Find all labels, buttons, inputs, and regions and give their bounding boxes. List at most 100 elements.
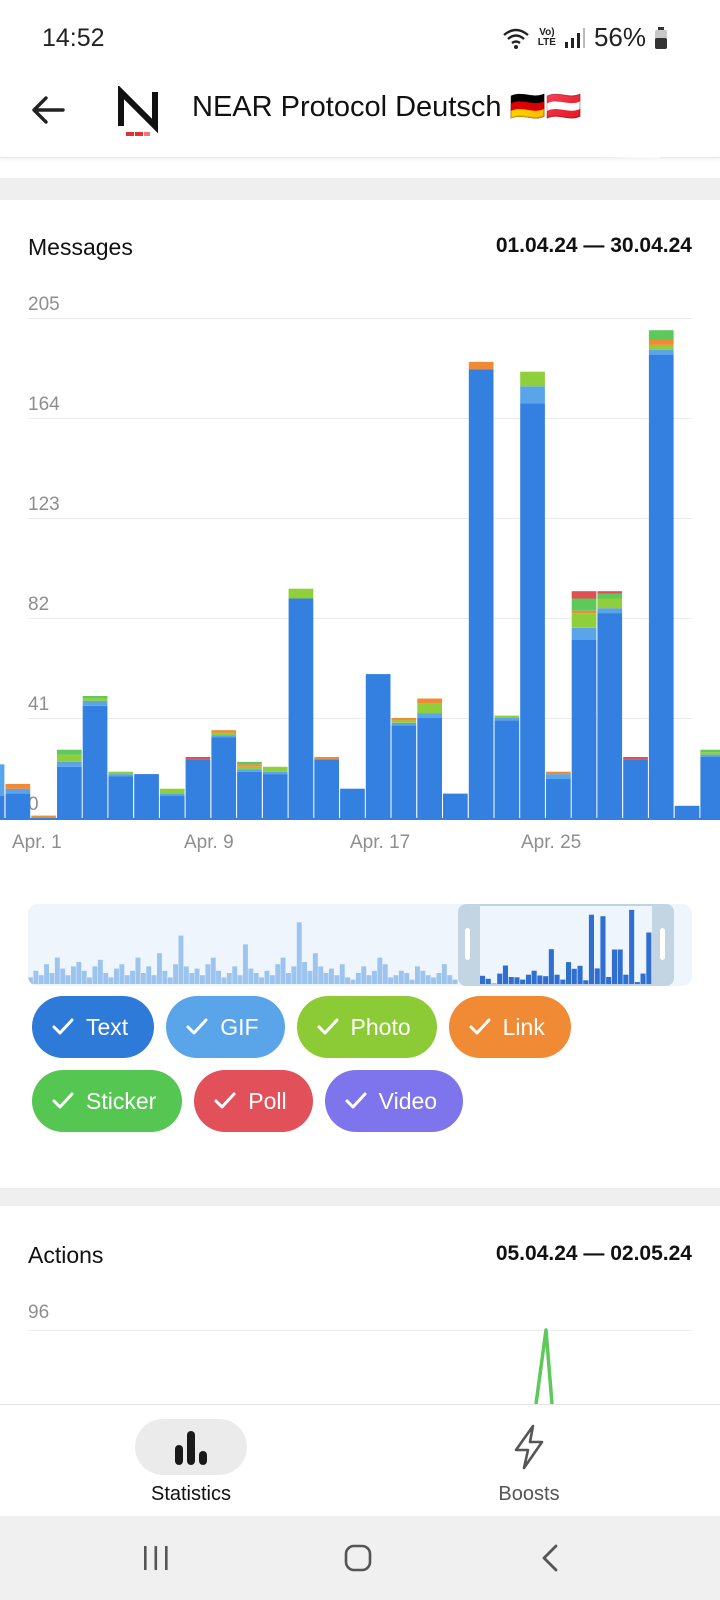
range-handle-left[interactable] <box>465 928 470 960</box>
mini-bar <box>248 968 254 984</box>
bar-gif-21 <box>494 718 520 721</box>
bar-poll-9 <box>185 757 211 760</box>
actions-chart[interactable] <box>0 1324 720 1404</box>
x-tick-label: Apr. 17 <box>350 832 411 853</box>
filter-chip-photo[interactable]: Photo <box>296 996 437 1058</box>
volte-bottom-text: LTE <box>537 36 556 48</box>
y-tick-label: 205 <box>28 294 60 315</box>
bar-photo-27 <box>648 344 674 350</box>
filter-chip-gif[interactable]: GIF <box>166 996 285 1058</box>
messages-date-range[interactable]: 01.04.24 — 30.04.24 <box>495 234 692 257</box>
bar-text-26 <box>623 759 648 818</box>
bar-poll-26 <box>623 757 648 760</box>
mini-bar <box>226 973 232 984</box>
mini-bar-selected <box>525 974 531 984</box>
bar-text-13 <box>288 598 314 818</box>
mini-bar-selected <box>480 975 486 984</box>
filter-chip-text[interactable]: Text <box>32 996 155 1058</box>
actions-date-range[interactable]: 05.04.24 — 02.05.24 <box>495 1242 692 1265</box>
bar-gif-25 <box>597 608 623 614</box>
mini-bar <box>162 970 168 984</box>
bar-photo-12 <box>262 766 288 772</box>
mini-bar-selected <box>571 968 577 984</box>
bar-poll-25 <box>597 591 623 594</box>
battery-icon <box>655 26 667 49</box>
mini-bar <box>232 966 238 984</box>
channel-avatar[interactable] <box>116 84 160 138</box>
mini-bar <box>264 970 270 984</box>
mini-bar <box>253 973 259 984</box>
chart-range-selector[interactable] <box>28 904 692 986</box>
mini-bar <box>415 966 420 984</box>
filter-chip-label: Poll <box>248 1087 287 1114</box>
lightning-icon <box>514 1424 544 1470</box>
bar-text-15 <box>340 788 365 818</box>
mini-bar <box>44 964 49 984</box>
bar-photo-8 <box>159 788 185 794</box>
mini-bar <box>92 966 98 984</box>
mini-bar <box>361 966 367 984</box>
series-filters: Text GIF Photo Link Sticker Poll Video <box>32 996 692 1132</box>
range-window[interactable] <box>458 904 674 986</box>
bar-link-2 <box>5 783 31 789</box>
bar-gif-5 <box>82 700 108 706</box>
bar-sticker-11 <box>237 761 262 765</box>
grid-line <box>28 518 692 519</box>
filter-chip-video[interactable]: Video <box>324 1070 464 1132</box>
mini-bar <box>65 975 71 984</box>
bar-photo-24 <box>571 613 597 628</box>
bar-text-14 <box>314 759 339 818</box>
status-time: 14:52 <box>42 24 105 52</box>
mini-bar-selected <box>537 975 543 984</box>
bar-text-27 <box>648 354 674 818</box>
bar-text-8 <box>159 796 185 818</box>
mini-bar <box>38 975 44 984</box>
nav-boosts-pill <box>473 1419 585 1475</box>
mini-bar <box>243 944 248 984</box>
mini-bar <box>130 970 135 984</box>
mini-bar <box>431 977 436 984</box>
bar-gif-27 <box>648 349 674 355</box>
mini-bar <box>200 975 205 984</box>
bar-gif-1 <box>0 764 5 796</box>
range-handle-right[interactable] <box>660 928 665 960</box>
checkmark-icon <box>186 1018 208 1035</box>
nav-statistics[interactable]: Statistics <box>111 1419 271 1506</box>
recent-apps-button[interactable] <box>126 1536 186 1580</box>
x-tick-label: Apr. 25 <box>521 832 582 853</box>
bar-text-6 <box>108 776 134 818</box>
mini-bar <box>388 977 393 984</box>
messages-card: Messages 01.04.24 — 30.04.24 205 164 123 82… <box>0 200 720 1188</box>
filter-chip-poll[interactable]: Poll <box>194 1070 313 1132</box>
bar-photo-22 <box>520 371 545 387</box>
system-back-button[interactable] <box>520 1536 580 1580</box>
bar-text-11 <box>237 771 262 818</box>
y-tick-label: 41 <box>28 694 50 715</box>
back-button[interactable] <box>26 88 70 132</box>
filter-chip-sticker[interactable]: Sticker <box>32 1070 183 1132</box>
mini-bar <box>409 979 415 984</box>
mini-bar-selected <box>485 978 491 984</box>
bar-link-20 <box>468 361 494 370</box>
bar-sticker-5 <box>82 696 108 699</box>
messages-chart[interactable] <box>0 200 720 840</box>
mini-bar <box>237 975 243 984</box>
home-button[interactable] <box>328 1536 388 1580</box>
bar-text-29 <box>700 757 720 818</box>
mini-bar <box>436 973 442 984</box>
mini-bar-selected <box>623 974 629 984</box>
section-gap <box>0 1188 720 1206</box>
mini-bar <box>323 973 329 984</box>
mini-bar-selected <box>606 977 612 984</box>
mini-bar <box>210 957 216 984</box>
mini-bar <box>259 977 264 984</box>
bar-link-27 <box>648 340 674 345</box>
bar-gif-6 <box>108 774 134 777</box>
nav-boosts[interactable]: Boosts <box>449 1419 609 1506</box>
filter-chip-link[interactable]: Link <box>448 996 571 1058</box>
bar-photo-4 <box>57 754 82 762</box>
mini-chart <box>28 909 652 984</box>
mini-bar <box>157 953 162 984</box>
mini-bar <box>329 968 334 984</box>
bar-text-9 <box>185 759 211 818</box>
